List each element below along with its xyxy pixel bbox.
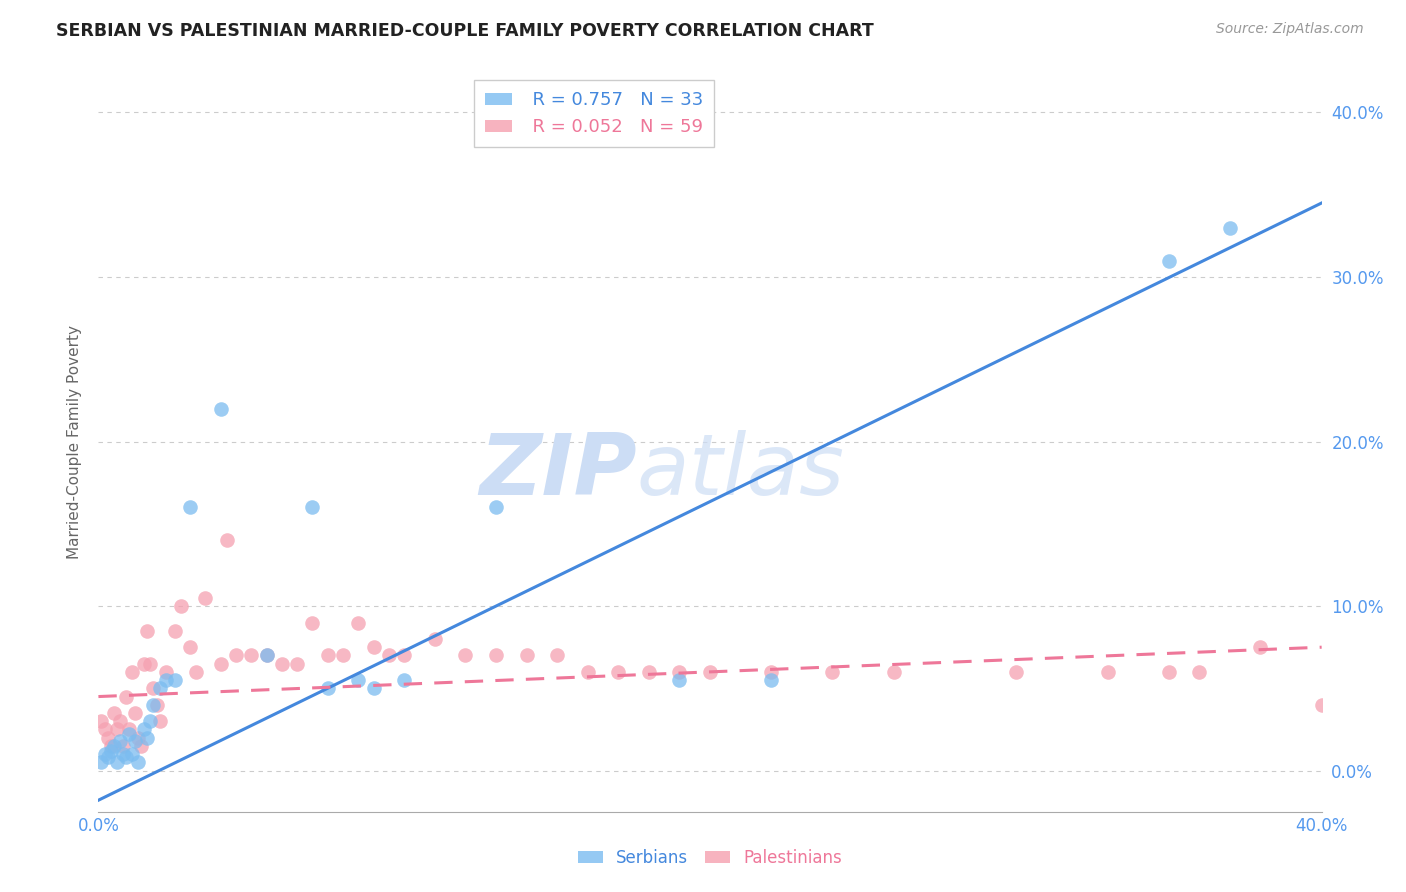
Point bbox=[134, 723, 156, 737]
Point bbox=[316, 648, 339, 663]
Point bbox=[485, 648, 508, 663]
Point bbox=[108, 734, 131, 748]
Point bbox=[124, 706, 146, 720]
Point bbox=[149, 714, 172, 729]
Point bbox=[301, 500, 323, 515]
Point bbox=[155, 665, 177, 679]
Point bbox=[1219, 220, 1241, 235]
Point bbox=[139, 657, 162, 671]
Point bbox=[668, 665, 690, 679]
Point bbox=[546, 648, 568, 663]
Point bbox=[270, 657, 292, 671]
Point bbox=[1188, 665, 1211, 679]
Point bbox=[142, 681, 165, 696]
Point bbox=[97, 731, 120, 745]
Point bbox=[332, 648, 354, 663]
Point bbox=[105, 756, 128, 770]
Point bbox=[118, 727, 141, 741]
Point bbox=[576, 665, 599, 679]
Point bbox=[155, 673, 177, 687]
Point bbox=[1097, 665, 1119, 679]
Point bbox=[179, 500, 201, 515]
Point bbox=[378, 648, 401, 663]
Point bbox=[93, 747, 115, 761]
Point bbox=[347, 673, 370, 687]
Point bbox=[1004, 665, 1026, 679]
Point bbox=[121, 747, 143, 761]
Point bbox=[115, 690, 138, 704]
Point bbox=[136, 624, 159, 638]
Point bbox=[136, 731, 159, 745]
Point bbox=[215, 533, 238, 548]
Point bbox=[118, 723, 141, 737]
Point bbox=[115, 750, 138, 764]
Point bbox=[316, 681, 339, 696]
Point bbox=[759, 665, 782, 679]
Point bbox=[194, 591, 217, 605]
Point bbox=[454, 648, 477, 663]
Point bbox=[100, 744, 122, 758]
Point bbox=[1249, 640, 1271, 655]
Point bbox=[256, 648, 278, 663]
Point bbox=[1157, 253, 1180, 268]
Point bbox=[209, 401, 232, 416]
Point bbox=[103, 739, 125, 753]
Text: atlas: atlas bbox=[637, 430, 845, 513]
Point bbox=[93, 723, 115, 737]
Point bbox=[127, 756, 149, 770]
Point bbox=[883, 665, 905, 679]
Point bbox=[145, 698, 167, 712]
Point bbox=[97, 750, 120, 764]
Point bbox=[240, 648, 263, 663]
Point bbox=[186, 665, 208, 679]
Point bbox=[121, 665, 143, 679]
Point bbox=[256, 648, 278, 663]
Point bbox=[363, 640, 385, 655]
Point bbox=[111, 747, 134, 761]
Point bbox=[108, 714, 131, 729]
Point bbox=[127, 731, 149, 745]
Point bbox=[485, 500, 508, 515]
Point bbox=[139, 714, 162, 729]
Point bbox=[759, 673, 782, 687]
Point bbox=[142, 698, 165, 712]
Point bbox=[124, 734, 146, 748]
Point bbox=[103, 706, 125, 720]
Text: SERBIAN VS PALESTINIAN MARRIED-COUPLE FAMILY POVERTY CORRELATION CHART: SERBIAN VS PALESTINIAN MARRIED-COUPLE FA… bbox=[56, 22, 875, 40]
Text: ZIP: ZIP bbox=[479, 430, 637, 513]
Point bbox=[301, 615, 323, 630]
Point bbox=[111, 739, 134, 753]
Point bbox=[392, 673, 416, 687]
Point bbox=[209, 657, 232, 671]
Point bbox=[363, 681, 385, 696]
Point bbox=[607, 665, 630, 679]
Point bbox=[179, 640, 201, 655]
Point bbox=[699, 665, 721, 679]
Point bbox=[637, 665, 661, 679]
Y-axis label: Married-Couple Family Poverty: Married-Couple Family Poverty bbox=[67, 325, 83, 558]
Point bbox=[90, 756, 112, 770]
Point bbox=[134, 657, 156, 671]
Point bbox=[100, 739, 122, 753]
Point bbox=[347, 615, 370, 630]
Point bbox=[129, 739, 152, 753]
Point bbox=[225, 648, 247, 663]
Point bbox=[1310, 698, 1333, 712]
Point bbox=[392, 648, 416, 663]
Point bbox=[105, 723, 128, 737]
Point bbox=[821, 665, 844, 679]
Text: Source: ZipAtlas.com: Source: ZipAtlas.com bbox=[1216, 22, 1364, 37]
Point bbox=[163, 673, 186, 687]
Point bbox=[90, 714, 112, 729]
Point bbox=[163, 624, 186, 638]
Point bbox=[149, 681, 172, 696]
Point bbox=[285, 657, 308, 671]
Point bbox=[1157, 665, 1180, 679]
Legend: Serbians, Palestinians: Serbians, Palestinians bbox=[571, 842, 849, 874]
Point bbox=[668, 673, 690, 687]
Point bbox=[423, 632, 446, 646]
Point bbox=[170, 599, 193, 613]
Point bbox=[516, 648, 538, 663]
